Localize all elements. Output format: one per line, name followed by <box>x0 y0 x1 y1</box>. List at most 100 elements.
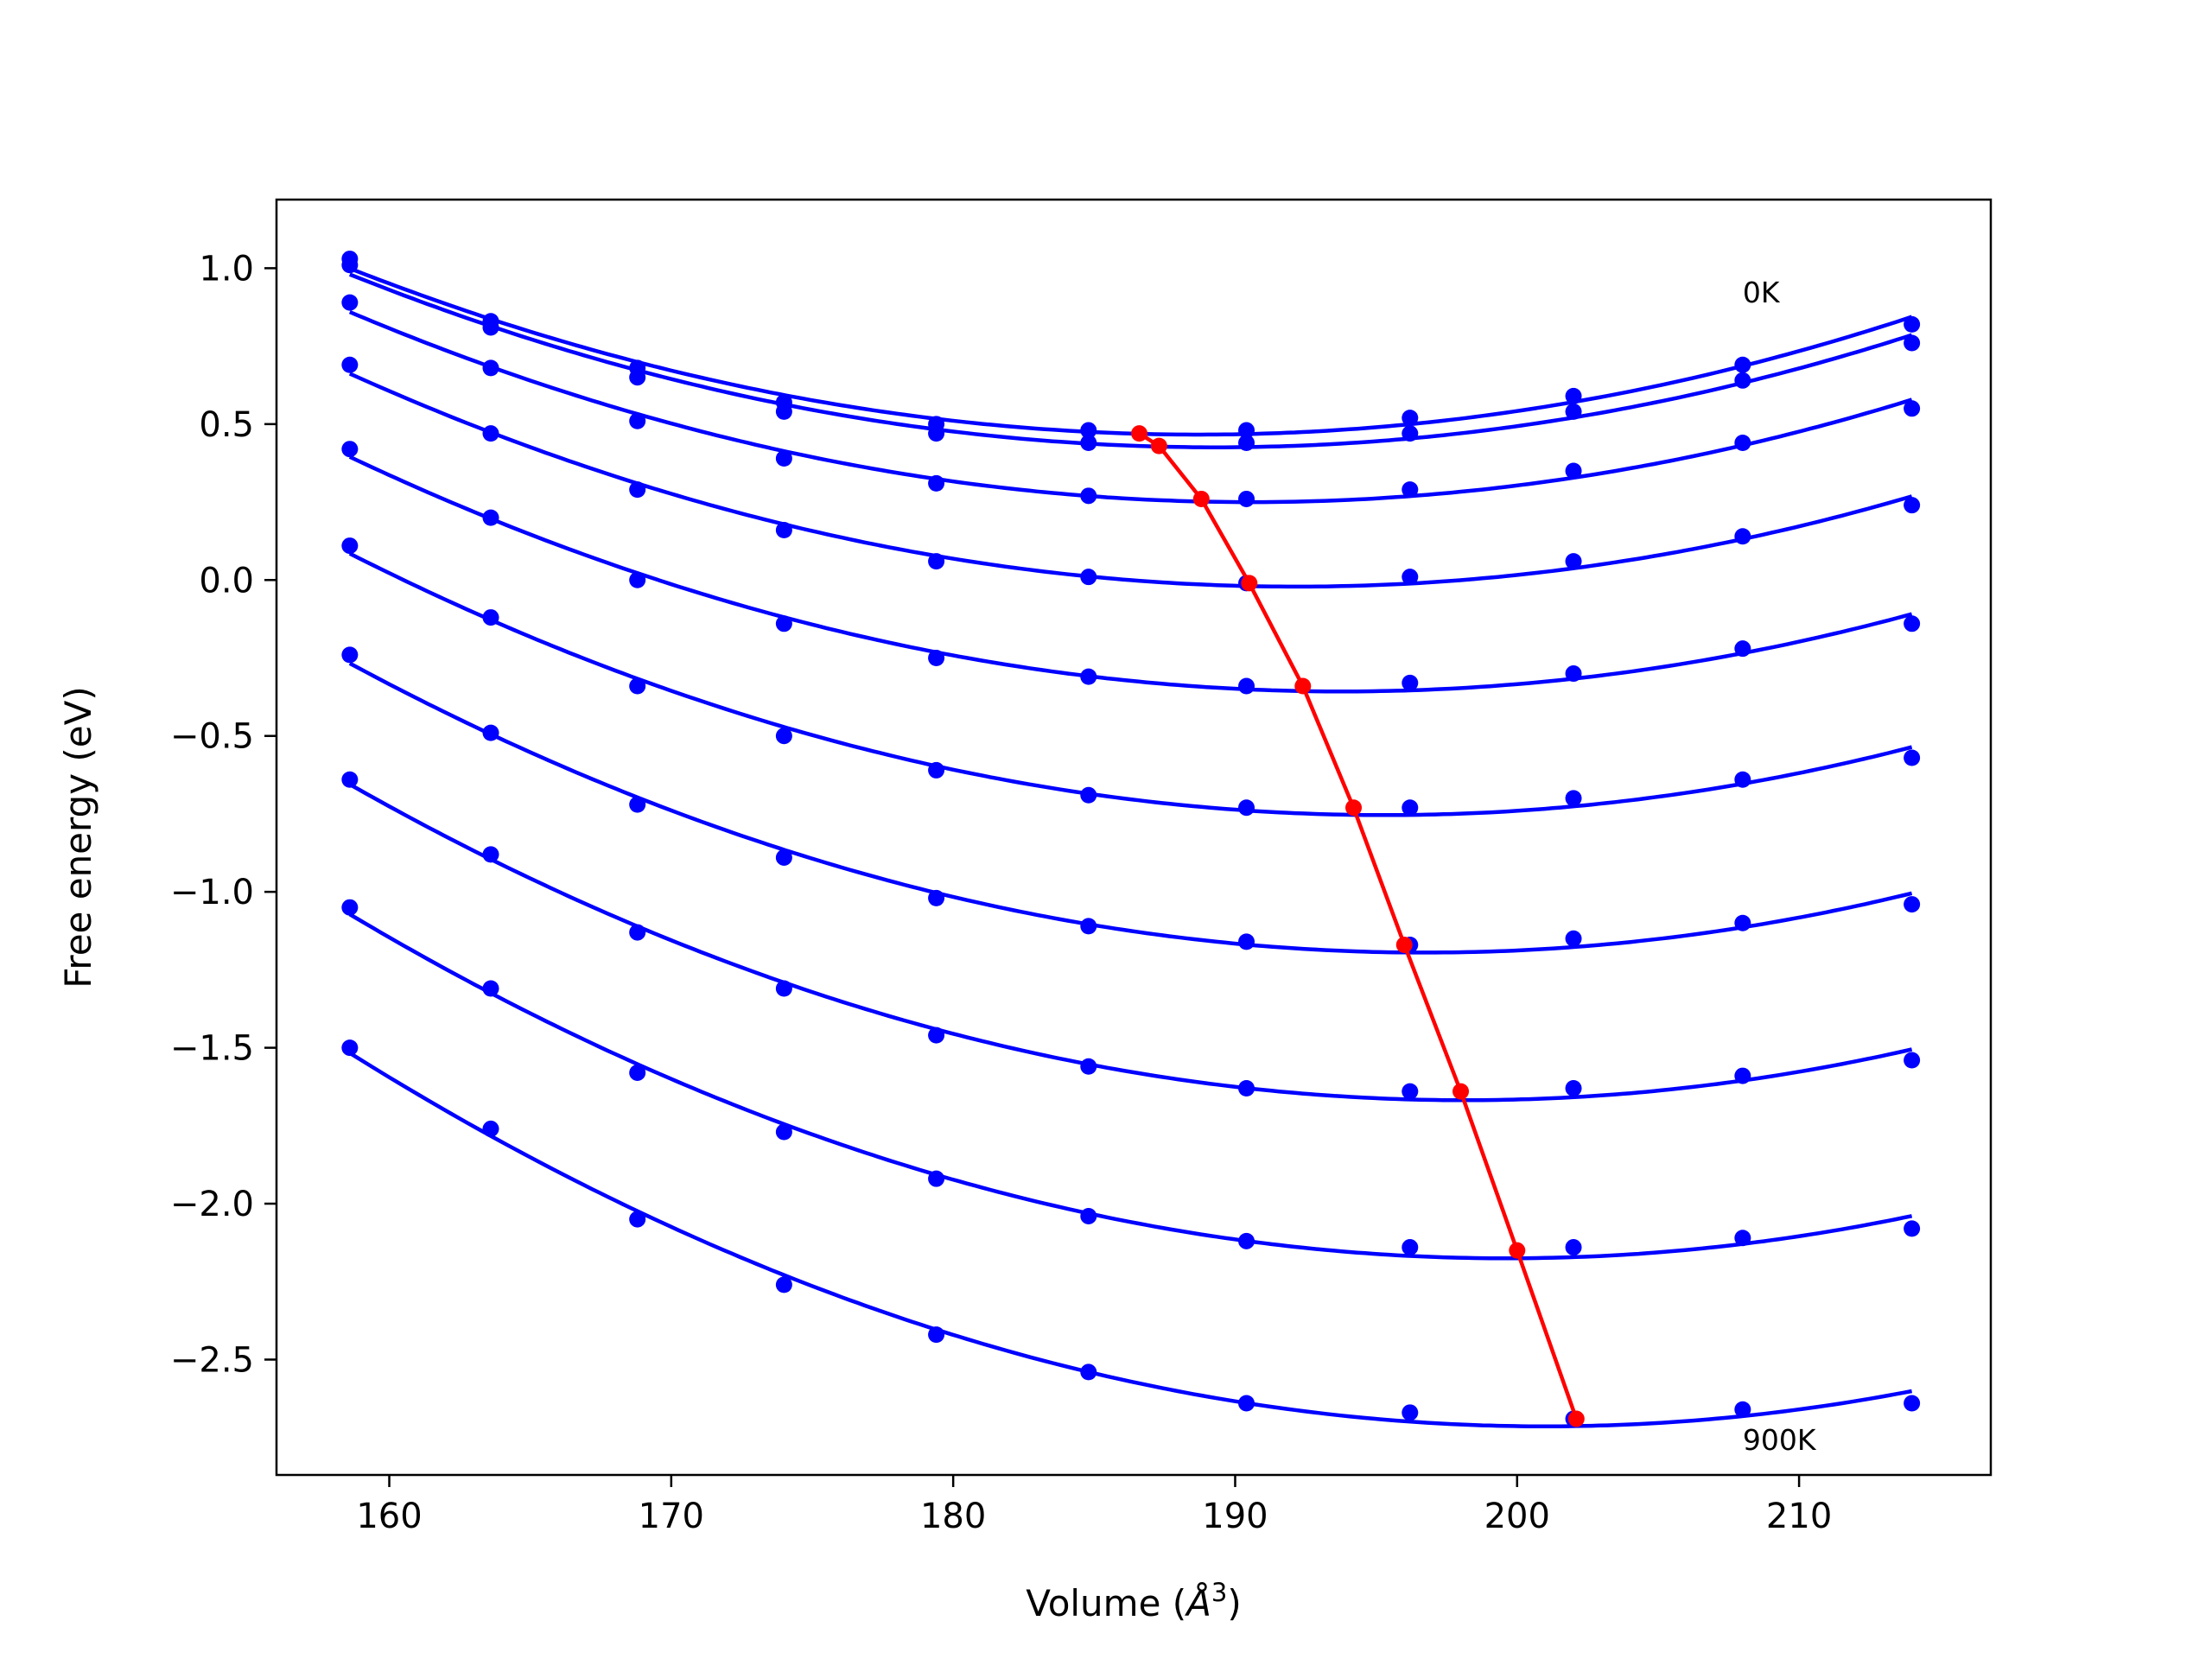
data-point-2-5 <box>1080 487 1097 505</box>
y-tick-label: 0.5 <box>199 405 254 445</box>
plot-frame <box>275 198 1993 1477</box>
data-point-3-10 <box>1904 497 1921 514</box>
data-point-7-10 <box>1904 1052 1921 1069</box>
data-point-7-1 <box>482 846 499 863</box>
data-point-6-1 <box>482 724 499 741</box>
data-point-2-1 <box>482 359 499 377</box>
annotation-0: 0K <box>1743 276 1781 309</box>
data-point-0-5 <box>1080 422 1097 439</box>
data-point-6-6 <box>1238 933 1255 950</box>
data-point-1-8 <box>1565 403 1582 420</box>
minimum-point-0 <box>1131 425 1148 442</box>
data-point-1-10 <box>1904 334 1921 352</box>
data-point-5-6 <box>1238 799 1255 817</box>
data-point-7-4 <box>928 1027 945 1044</box>
data-point-4-4 <box>928 649 945 666</box>
data-point-7-8 <box>1565 1080 1582 1097</box>
data-point-5-5 <box>1080 786 1097 804</box>
data-point-4-2 <box>629 571 646 588</box>
x-axis-ticks: 160 170 180 190 200 210 <box>356 1475 1832 1536</box>
data-point-2-10 <box>1904 400 1921 417</box>
data-point-5-7 <box>1402 799 1419 817</box>
data-point-4-3 <box>775 615 792 632</box>
y-tick-label: −1.5 <box>170 1029 254 1069</box>
data-point-4-1 <box>482 509 499 526</box>
data-point-9-5 <box>1080 1363 1097 1381</box>
data-point-1-1 <box>482 319 499 336</box>
data-point-3-5 <box>1080 569 1097 586</box>
minimum-point-3 <box>1241 575 1258 592</box>
data-point-9-0 <box>341 1039 359 1057</box>
data-point-7-3 <box>775 980 792 997</box>
minimum-point-7 <box>1452 1083 1470 1100</box>
x-tick-label: 180 <box>920 1497 986 1536</box>
x-tick-label: 200 <box>1484 1497 1550 1536</box>
annotations-layer: 0K 900K <box>1743 276 1817 1457</box>
data-point-3-2 <box>629 481 646 499</box>
data-point-4-0 <box>341 441 359 458</box>
x-tick-label: 210 <box>1766 1497 1832 1536</box>
data-point-8-8 <box>1565 1239 1582 1256</box>
data-point-3-3 <box>775 522 792 539</box>
annotation-1: 900K <box>1743 1423 1817 1457</box>
data-point-8-10 <box>1904 1220 1921 1237</box>
data-point-4-5 <box>1080 668 1097 685</box>
minimum-line-layer <box>1131 425 1585 1427</box>
data-point-9-1 <box>482 1120 499 1137</box>
data-point-4-9 <box>1734 640 1751 658</box>
data-point-3-9 <box>1734 528 1751 545</box>
data-point-5-9 <box>1734 771 1751 788</box>
data-point-1-9 <box>1734 372 1751 389</box>
data-point-2-3 <box>775 450 792 467</box>
minimum-point-9 <box>1567 1410 1585 1427</box>
data-point-9-10 <box>1904 1395 1921 1412</box>
data-point-0-6 <box>1238 422 1255 439</box>
data-point-8-4 <box>928 1170 945 1187</box>
series-line-5 <box>348 551 1913 817</box>
series-line-6 <box>348 661 1913 955</box>
data-point-9-3 <box>775 1276 792 1294</box>
x-tick-label: 160 <box>356 1497 422 1536</box>
minimum-point-2 <box>1192 490 1210 507</box>
data-point-0-10 <box>1904 315 1921 333</box>
data-point-7-2 <box>629 924 646 941</box>
data-point-3-1 <box>482 425 499 442</box>
series-line-1 <box>348 272 1913 449</box>
data-point-2-7 <box>1402 481 1419 499</box>
series-line-2 <box>348 310 1913 505</box>
series-line-9 <box>348 1051 1913 1428</box>
data-point-5-4 <box>928 761 945 779</box>
series-line-8 <box>348 912 1913 1261</box>
data-point-3-7 <box>1402 569 1419 586</box>
data-point-5-1 <box>482 609 499 626</box>
data-point-7-0 <box>341 771 359 788</box>
data-point-2-9 <box>1734 434 1751 451</box>
data-point-3-8 <box>1565 553 1582 570</box>
y-tick-label: −1.0 <box>170 873 254 912</box>
y-tick-label: −2.0 <box>170 1185 254 1224</box>
data-point-8-3 <box>775 1123 792 1141</box>
series-line-4 <box>348 454 1913 694</box>
data-point-3-0 <box>341 356 359 373</box>
minimum-point-5 <box>1345 799 1363 817</box>
data-point-7-9 <box>1734 1067 1751 1084</box>
minimum-point-4 <box>1294 677 1312 695</box>
y-axis-label: Free energy (eV) <box>57 686 99 988</box>
series-line-3 <box>348 372 1913 589</box>
data-point-1-3 <box>775 403 792 420</box>
data-point-8-6 <box>1238 1232 1255 1249</box>
data-point-9-9 <box>1734 1401 1751 1418</box>
data-point-6-9 <box>1734 914 1751 931</box>
data-point-2-0 <box>341 294 359 311</box>
y-tick-label: −0.5 <box>170 717 254 757</box>
data-point-5-3 <box>775 728 792 745</box>
data-point-5-2 <box>629 677 646 695</box>
data-point-4-10 <box>1904 615 1921 632</box>
data-point-6-5 <box>1080 918 1097 935</box>
data-point-0-8 <box>1565 387 1582 404</box>
data-point-6-4 <box>928 889 945 906</box>
series-line-0 <box>348 266 1913 437</box>
data-point-2-8 <box>1565 462 1582 480</box>
data-point-7-7 <box>1402 1083 1419 1100</box>
